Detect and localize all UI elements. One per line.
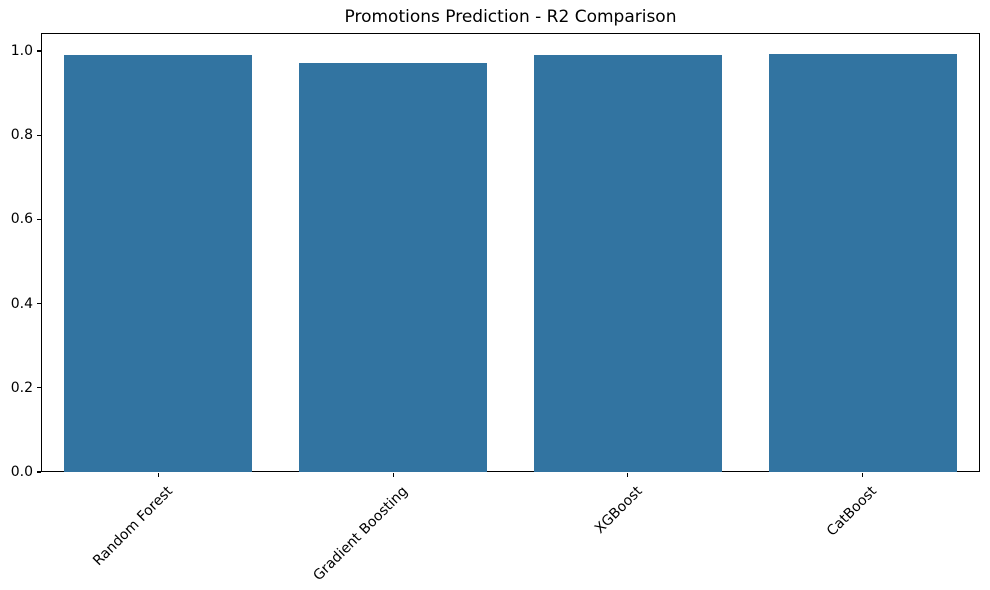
y-tick-label: 0.6 <box>10 211 33 228</box>
x-tick-label-gradient-boosting: Gradient Boosting <box>309 483 411 585</box>
y-tick-mark <box>36 303 41 305</box>
x-tick-mark <box>627 472 629 477</box>
y-tick-mark <box>36 471 41 473</box>
y-tick-label: 0.0 <box>10 464 33 480</box>
x-tick-mark <box>392 472 394 477</box>
y-tick-mark <box>36 387 41 389</box>
bar-gradient-boosting <box>299 63 488 472</box>
y-tick-label: 0.4 <box>10 295 33 312</box>
bar-xgboost <box>533 55 722 472</box>
x-tick-mark <box>862 472 864 477</box>
y-tick-mark <box>36 50 41 52</box>
x-tick-label-random-forest: Random Forest <box>90 483 176 570</box>
y-tick-mark <box>36 218 41 221</box>
x-tick-label-catboost: CatBoost <box>824 483 881 540</box>
y-tick-label: 0.2 <box>10 379 33 396</box>
bar-catboost <box>768 54 957 472</box>
y-tick-mark <box>36 134 41 136</box>
y-tick-label: 1.0 <box>10 43 33 60</box>
y-tick-label: 0.8 <box>10 127 33 144</box>
chart-title: Promotions Prediction - R2 Comparison <box>344 7 677 27</box>
bar-random-forest <box>64 55 253 472</box>
x-tick-label-xgboost: XGBoost <box>591 483 646 538</box>
x-tick-mark <box>157 472 159 477</box>
